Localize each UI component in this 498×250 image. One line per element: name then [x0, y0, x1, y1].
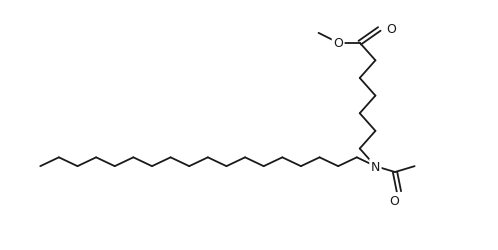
Text: O: O: [389, 194, 399, 207]
Text: N: N: [371, 160, 380, 173]
Text: O: O: [333, 37, 343, 50]
Text: O: O: [386, 23, 396, 36]
